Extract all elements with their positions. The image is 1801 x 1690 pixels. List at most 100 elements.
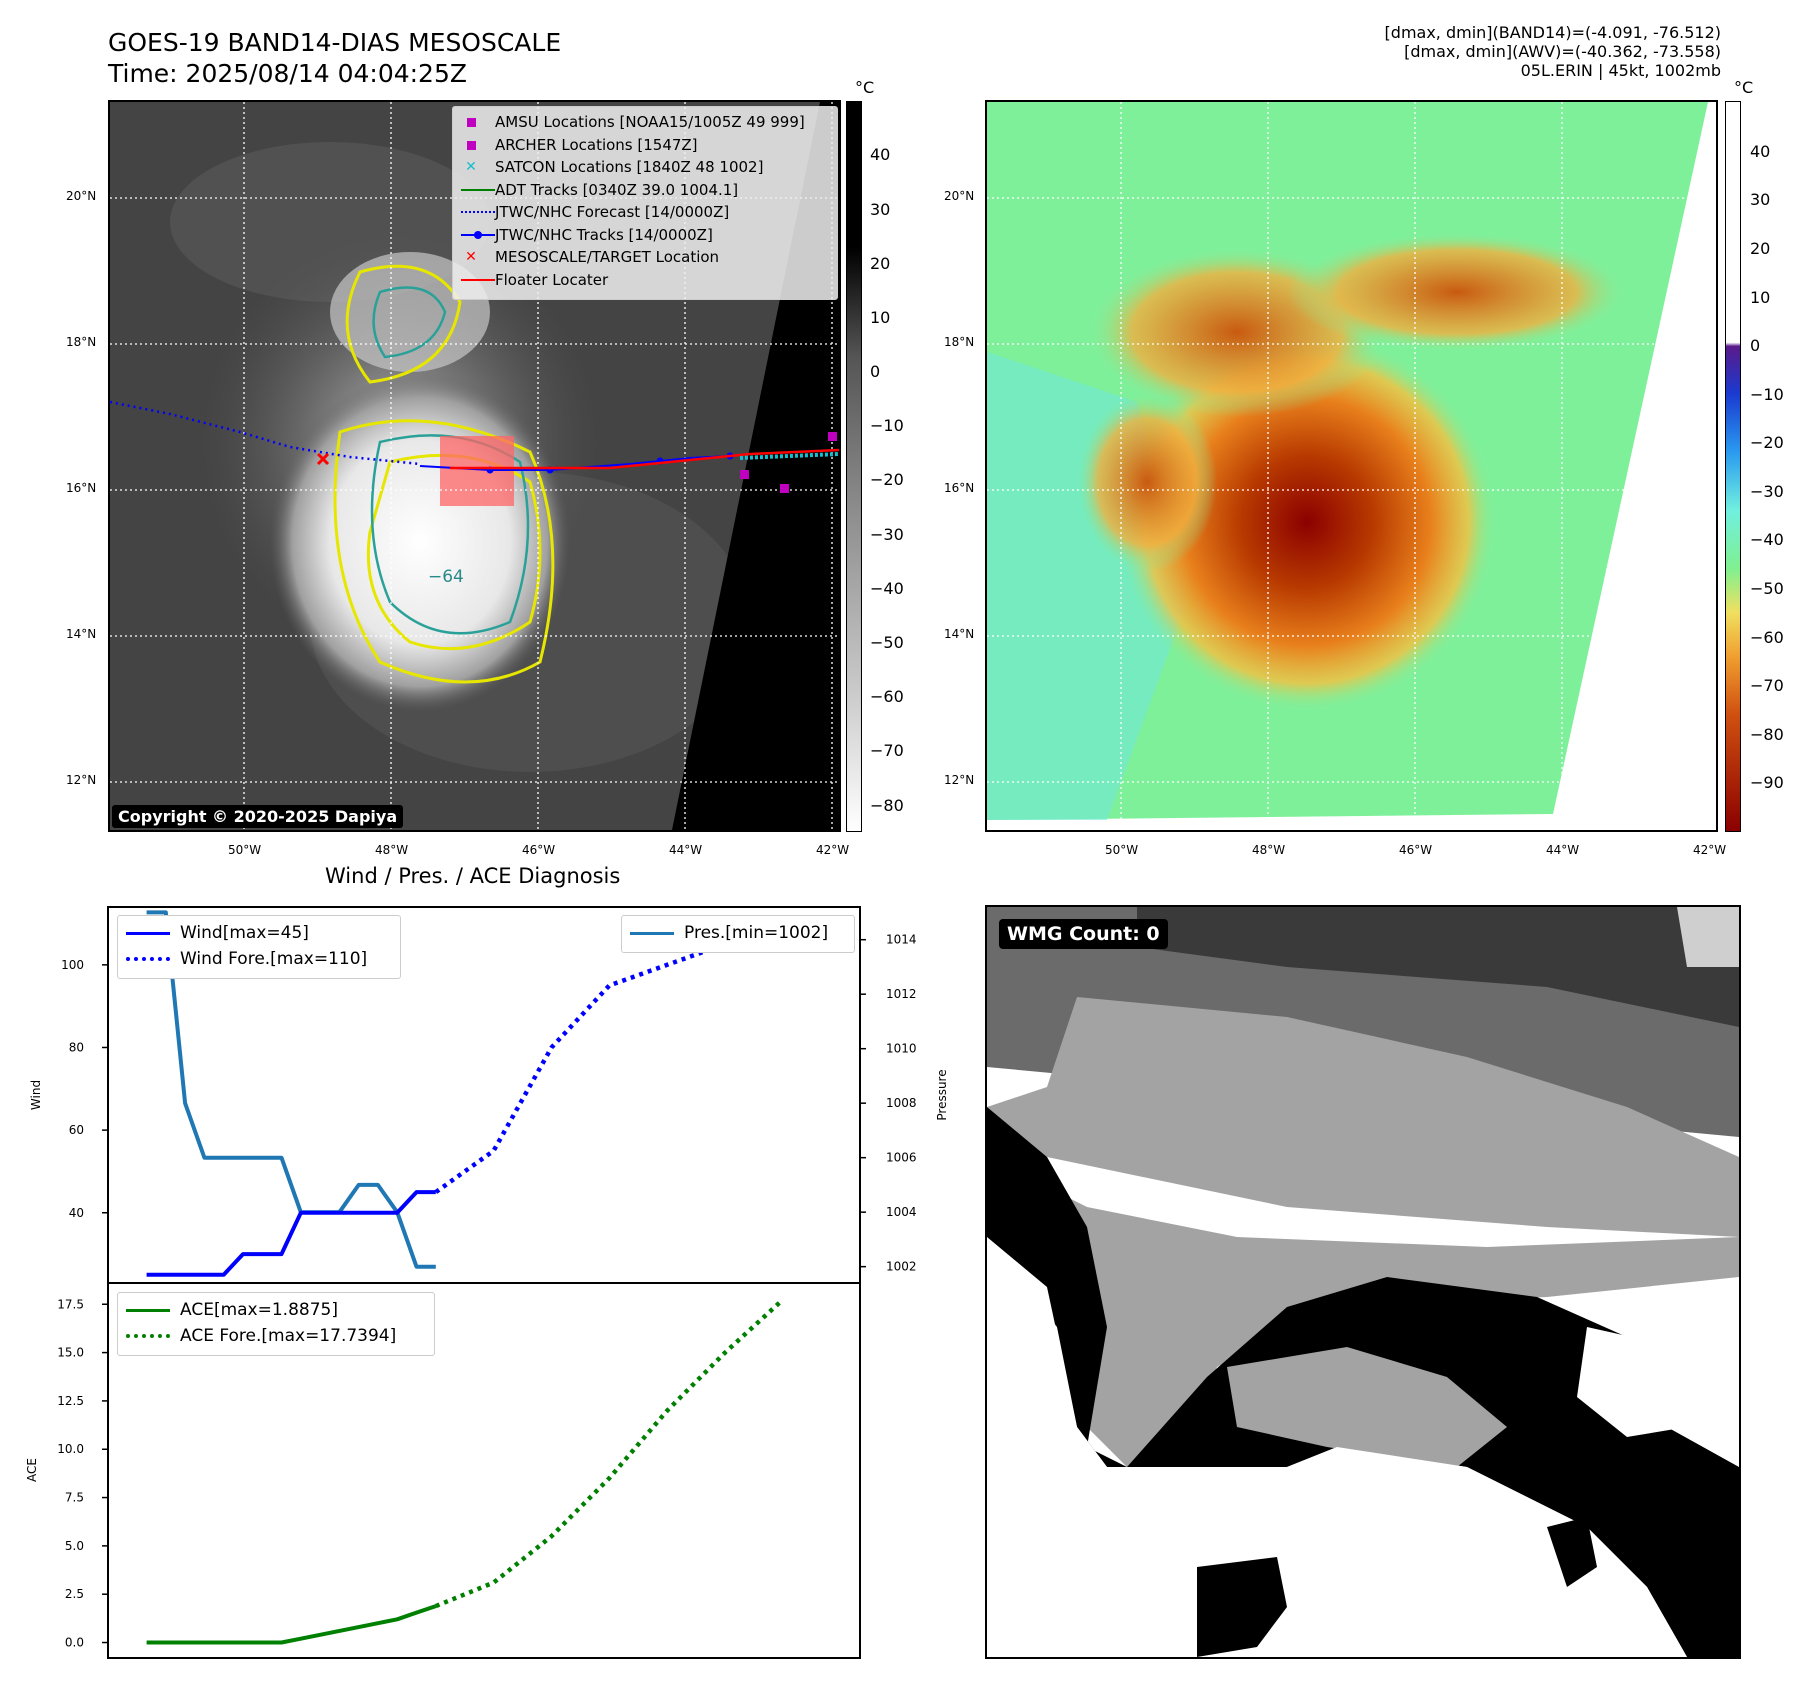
contour-label: −64 — [428, 567, 464, 587]
y-tick-label: 5.0 — [65, 1539, 84, 1553]
lon-label: 42°W — [1693, 843, 1727, 857]
legend-tracks: JTWC/NHC Tracks [14/0000Z] — [461, 224, 805, 247]
band14-map: −64 AMSU Locations [ — [108, 100, 841, 832]
line-marker-icon — [461, 188, 495, 191]
lat-label: 16°N — [66, 481, 97, 495]
lon-label: 48°W — [375, 843, 409, 857]
cb-tick: −10 — [870, 416, 904, 435]
legend-label: ARCHER Locations [1547Z] — [495, 135, 698, 154]
wmg-panel: WMG Count: 0 — [985, 905, 1741, 1659]
legend-label: Pres.[min=1002] — [684, 923, 829, 943]
amsu-archer-points — [740, 432, 837, 493]
legend-label: MESOSCALE/TARGET Location — [495, 248, 720, 267]
copyright-badge: Copyright © 2020-2025 Dapiya — [112, 805, 404, 828]
ace-yticks: 0.0 2.5 5.0 7.5 10.0 12.5 15.0 17.5 — [57, 1297, 108, 1650]
dotted-line-icon — [126, 957, 170, 961]
legend-forecast: JTWC/NHC Forecast [14/0000Z] — [461, 201, 805, 224]
x-marker-icon: ✕ — [465, 159, 477, 176]
ace-axes — [107, 1282, 861, 1659]
diagnosis-lines — [146, 910, 785, 1645]
legend-label: SATCON Locations [1840Z 48 1002] — [495, 158, 764, 177]
wind-legend: Wind[max=45] Wind Fore.[max=110] — [117, 915, 401, 979]
wmg-image — [987, 907, 1739, 1657]
legend-label: ACE[max=1.8875] — [180, 1300, 338, 1320]
y-tick-label: 0.0 — [65, 1636, 84, 1650]
legend-label: JTWC/NHC Forecast [14/0000Z] — [495, 203, 730, 222]
pressure-line — [146, 910, 436, 1269]
band14-colorbar — [846, 101, 862, 832]
legend-label: ACE Fore.[max=17.7394] — [180, 1326, 397, 1346]
wind-yticks: 40 60 80 100 — [61, 958, 108, 1220]
colorbar-unit: °C — [855, 78, 875, 97]
dotted-line-icon — [126, 1334, 170, 1338]
y-tick-label: 1006 — [886, 1151, 917, 1165]
line-marker-icon — [630, 931, 674, 935]
line-marker-icon — [461, 278, 495, 281]
lat-label: 16°N — [944, 481, 975, 495]
lat-label: 12°N — [66, 773, 97, 787]
stats-band14: [dmax, dmin](BAND14)=(-4.091, -76.512) — [1384, 23, 1721, 42]
cb-tick: −30 — [1750, 482, 1784, 501]
satcon-track — [739, 452, 839, 460]
target-marker — [316, 452, 330, 466]
y-tick-label: 10.0 — [57, 1442, 84, 1456]
cb-tick: −50 — [1750, 579, 1784, 598]
legend-label: JTWC/NHC Tracks [14/0000Z] — [495, 225, 713, 244]
cb-tick: 40 — [870, 145, 891, 164]
ace-ylabel: ACE — [25, 1458, 39, 1482]
map-legend: AMSU Locations [NOAA15/1005Z 49 999] ARC… — [452, 106, 838, 300]
diagnosis-title: Wind / Pres. / ACE Diagnosis — [325, 864, 621, 888]
cb-tick: −40 — [870, 579, 904, 598]
y-tick-label: 7.5 — [65, 1491, 84, 1505]
legend-wind-fore: Wind Fore.[max=110] — [126, 946, 367, 972]
legend-wind: Wind[max=45] — [126, 920, 309, 946]
y-tick-label: 1014 — [886, 933, 917, 947]
y-tick-label: 2.5 — [65, 1587, 84, 1601]
line-dot-icon — [461, 230, 495, 239]
legend-label: ADT Tracks [0340Z 39.0 1004.1] — [495, 180, 739, 199]
y-tick-label: 12.5 — [57, 1394, 84, 1408]
cb-tick: −90 — [1750, 773, 1784, 792]
y-tick-label: 1002 — [886, 1260, 917, 1274]
cb-tick: −20 — [870, 470, 904, 489]
cb-tick: 10 — [1750, 288, 1771, 307]
colorbar-unit: °C — [1734, 78, 1754, 97]
cb-tick: −50 — [870, 633, 904, 652]
lat-lon-grid — [987, 102, 1716, 830]
cb-tick: −70 — [870, 741, 904, 760]
legend-label: Wind Fore.[max=110] — [180, 949, 368, 969]
wind-ylabel: Wind — [29, 1080, 43, 1110]
cb-tick: 0 — [1750, 336, 1761, 355]
lat-label: 18°N — [66, 335, 97, 349]
pres-ylabel: Pressure — [935, 1069, 949, 1120]
wind-forecast-line — [434, 921, 784, 1194]
lon-label: 44°W — [1546, 843, 1580, 857]
lon-label: 50°W — [228, 843, 262, 857]
legend-label: AMSU Locations [NOAA15/1005Z 49 999] — [495, 113, 805, 132]
legend-ace-fore: ACE Fore.[max=17.7394] — [126, 1323, 396, 1349]
y-tick-label: 1012 — [886, 987, 917, 1001]
chart-title-line2: Time: 2025/08/14 04:04:25Z — [108, 59, 467, 88]
y-tick-label: 1004 — [886, 1205, 917, 1219]
dotted-line-icon — [461, 211, 495, 214]
legend-amsu: AMSU Locations [NOAA15/1005Z 49 999] — [461, 111, 805, 134]
cb-tick: −60 — [870, 687, 904, 706]
forecast-track — [110, 400, 421, 466]
lat-label: 20°N — [944, 189, 975, 203]
cb-tick: −20 — [1750, 433, 1784, 452]
y-tick-label: 40 — [69, 1206, 84, 1220]
lat-label: 14°N — [944, 627, 975, 641]
lat-label: 18°N — [944, 335, 975, 349]
line-marker-icon — [126, 931, 170, 935]
wind-line — [146, 1190, 436, 1277]
awv-imagery — [987, 102, 1716, 830]
cb-tick: −60 — [1750, 628, 1784, 647]
y-tick-label: 60 — [69, 1123, 84, 1137]
legend-adt: ADT Tracks [0340Z 39.0 1004.1] — [461, 179, 805, 202]
cb-tick: −80 — [870, 796, 904, 815]
awv-colorbar — [1725, 101, 1741, 832]
lon-label: 42°W — [816, 843, 850, 857]
legend-target: ✕ MESOSCALE/TARGET Location — [461, 246, 805, 269]
legend-ace: ACE[max=1.8875] — [126, 1297, 338, 1323]
cb-tick: 10 — [870, 308, 891, 327]
